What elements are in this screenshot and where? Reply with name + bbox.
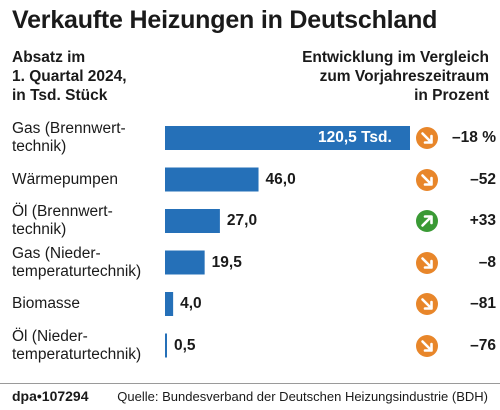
arrow-down-right-icon [416,293,438,315]
footer-divider [0,383,500,384]
category-label-line: temperaturtechnik) [12,262,142,280]
subtitle-left-line: in Tsd. Stück [12,87,108,104]
subtitle-left-line: Absatz im [12,49,86,66]
arrow-down-right-icon [416,127,438,149]
category-label-line: Wärmepumpen [12,170,118,188]
value-label: 4,0 [180,295,202,312]
subtitle-right-line: zum Vorjahreszeitraum [319,68,489,85]
category-label-line: technik) [12,221,67,238]
category-label: Öl (Brennwert-technik) [12,203,113,239]
change-value: –52 [470,170,496,188]
change-indicator: +33 [416,210,496,234]
bar [165,167,259,192]
value-label: 27,0 [226,212,258,229]
change-indicator: –81 [416,293,496,317]
change-value: –18 % [452,129,496,146]
arrow-down-right-icon [416,251,438,274]
bar [165,126,410,150]
footer-id: dpa•107294 [12,388,89,404]
category-label-line: technik) [12,138,67,155]
arrow-up-right-icon [416,210,438,232]
arrow-down-right-icon [416,334,438,357]
change-value: –81 [470,295,496,312]
change-indicator: –8 [416,251,496,276]
change-value: –8 [478,253,496,271]
category-label: Öl (Nieder-temperaturtechnik) [12,328,141,364]
subtitle-left: Absatz im 1. Quartal 2024, in Tsd. Stück [12,48,127,105]
value-label: 120,5 Tsd. [318,129,392,146]
footer-source: Quelle: Bundesverband der Deutschen Heiz… [117,389,488,404]
change-indicator: –18 % [416,127,496,151]
subtitle-right-line: in Prozent [414,87,489,104]
bar [165,292,174,316]
value-label: 19,5 [211,253,242,271]
arrow-down-right-icon [416,168,438,191]
category-label: Gas (Nieder-temperaturtechnik) [12,245,141,281]
change-indicator: –52 [416,168,496,193]
subtitle-left-line: 1. Quartal 2024, [12,68,127,85]
category-label-line: Gas (Brennwert- [12,120,126,137]
category-label-line: Öl (Nieder- [12,327,88,345]
category-label-line: temperaturtechnik) [12,345,142,363]
category-label-line: Biomasse [12,295,81,312]
chart-title: Verkaufte Heizungen in Deutschland [12,6,438,34]
category-label-line: Gas (Nieder- [12,244,101,262]
subtitle-right-line: Entwicklung im Vergleich [302,49,489,66]
bar [165,250,205,275]
value-label: 46,0 [265,170,296,188]
category-label: Gas (Brennwert-technik) [12,120,126,156]
category-label-line: Öl (Brennwert- [12,203,113,220]
change-value: –76 [470,336,496,354]
change-indicator: –76 [416,334,496,359]
bar [165,333,167,358]
category-label: Wärmepumpen [12,171,118,189]
subtitle-right: Entwicklung im Vergleich zum Vorjahresze… [302,48,489,105]
value-label: 0,5 [174,336,196,354]
category-label: Biomasse [12,295,80,313]
change-value: +33 [469,212,496,229]
bar [165,209,220,233]
